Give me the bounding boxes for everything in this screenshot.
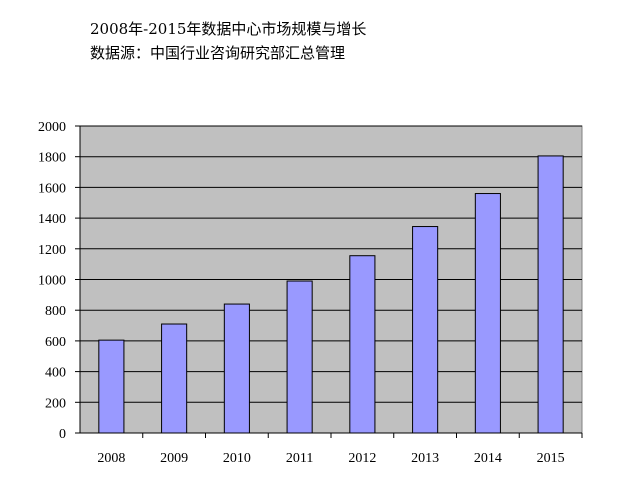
x-tick-label: 2009 bbox=[160, 451, 188, 466]
chart-title: 2008年-2015年数据中心市场规模与增长 bbox=[90, 20, 367, 38]
bar-2010 bbox=[223, 303, 250, 434]
x-tick-label: 2011 bbox=[286, 451, 313, 466]
y-tick-label: 800 bbox=[45, 304, 66, 319]
bar-2008 bbox=[98, 339, 125, 434]
y-tick-label: 600 bbox=[45, 335, 66, 350]
y-tick-label: 400 bbox=[45, 366, 66, 381]
x-tick-label: 2012 bbox=[348, 451, 376, 466]
x-tick-label: 2014 bbox=[474, 451, 502, 466]
bar-series bbox=[98, 155, 564, 434]
x-tick-labels: 2008 2009 2010 2011 2012 2013 2014 2015 bbox=[97, 451, 564, 466]
x-tick-label: 2015 bbox=[537, 451, 565, 466]
y-tick-label: 0 bbox=[59, 427, 66, 442]
bar-2014 bbox=[474, 193, 501, 434]
axes bbox=[79, 126, 582, 434]
y-tick-label: 2000 bbox=[38, 120, 66, 135]
y-tick-label: 1400 bbox=[38, 212, 66, 227]
x-tick-label: 2008 bbox=[97, 451, 125, 466]
x-tick-label: 2010 bbox=[223, 451, 251, 466]
chart-subtitle: 数据源：中国行业咨询研究部汇总管理 bbox=[90, 44, 346, 62]
y-tick-labels: 0 200 400 600 800 1000 1200 1400 1600 1800 2000 bbox=[38, 120, 66, 442]
bar-2013 bbox=[412, 226, 439, 434]
x-tick-label: 2013 bbox=[411, 451, 439, 466]
y-tick-label: 1200 bbox=[38, 243, 66, 258]
bar-2012 bbox=[349, 255, 376, 434]
bar-2009 bbox=[161, 323, 188, 434]
y-tick-label: 1800 bbox=[38, 151, 66, 166]
y-tick-label: 1600 bbox=[38, 181, 66, 196]
bar-2015 bbox=[537, 155, 564, 434]
y-tick-label: 1000 bbox=[38, 274, 66, 289]
bar-2011 bbox=[286, 280, 313, 434]
y-tick-label: 200 bbox=[45, 396, 66, 411]
